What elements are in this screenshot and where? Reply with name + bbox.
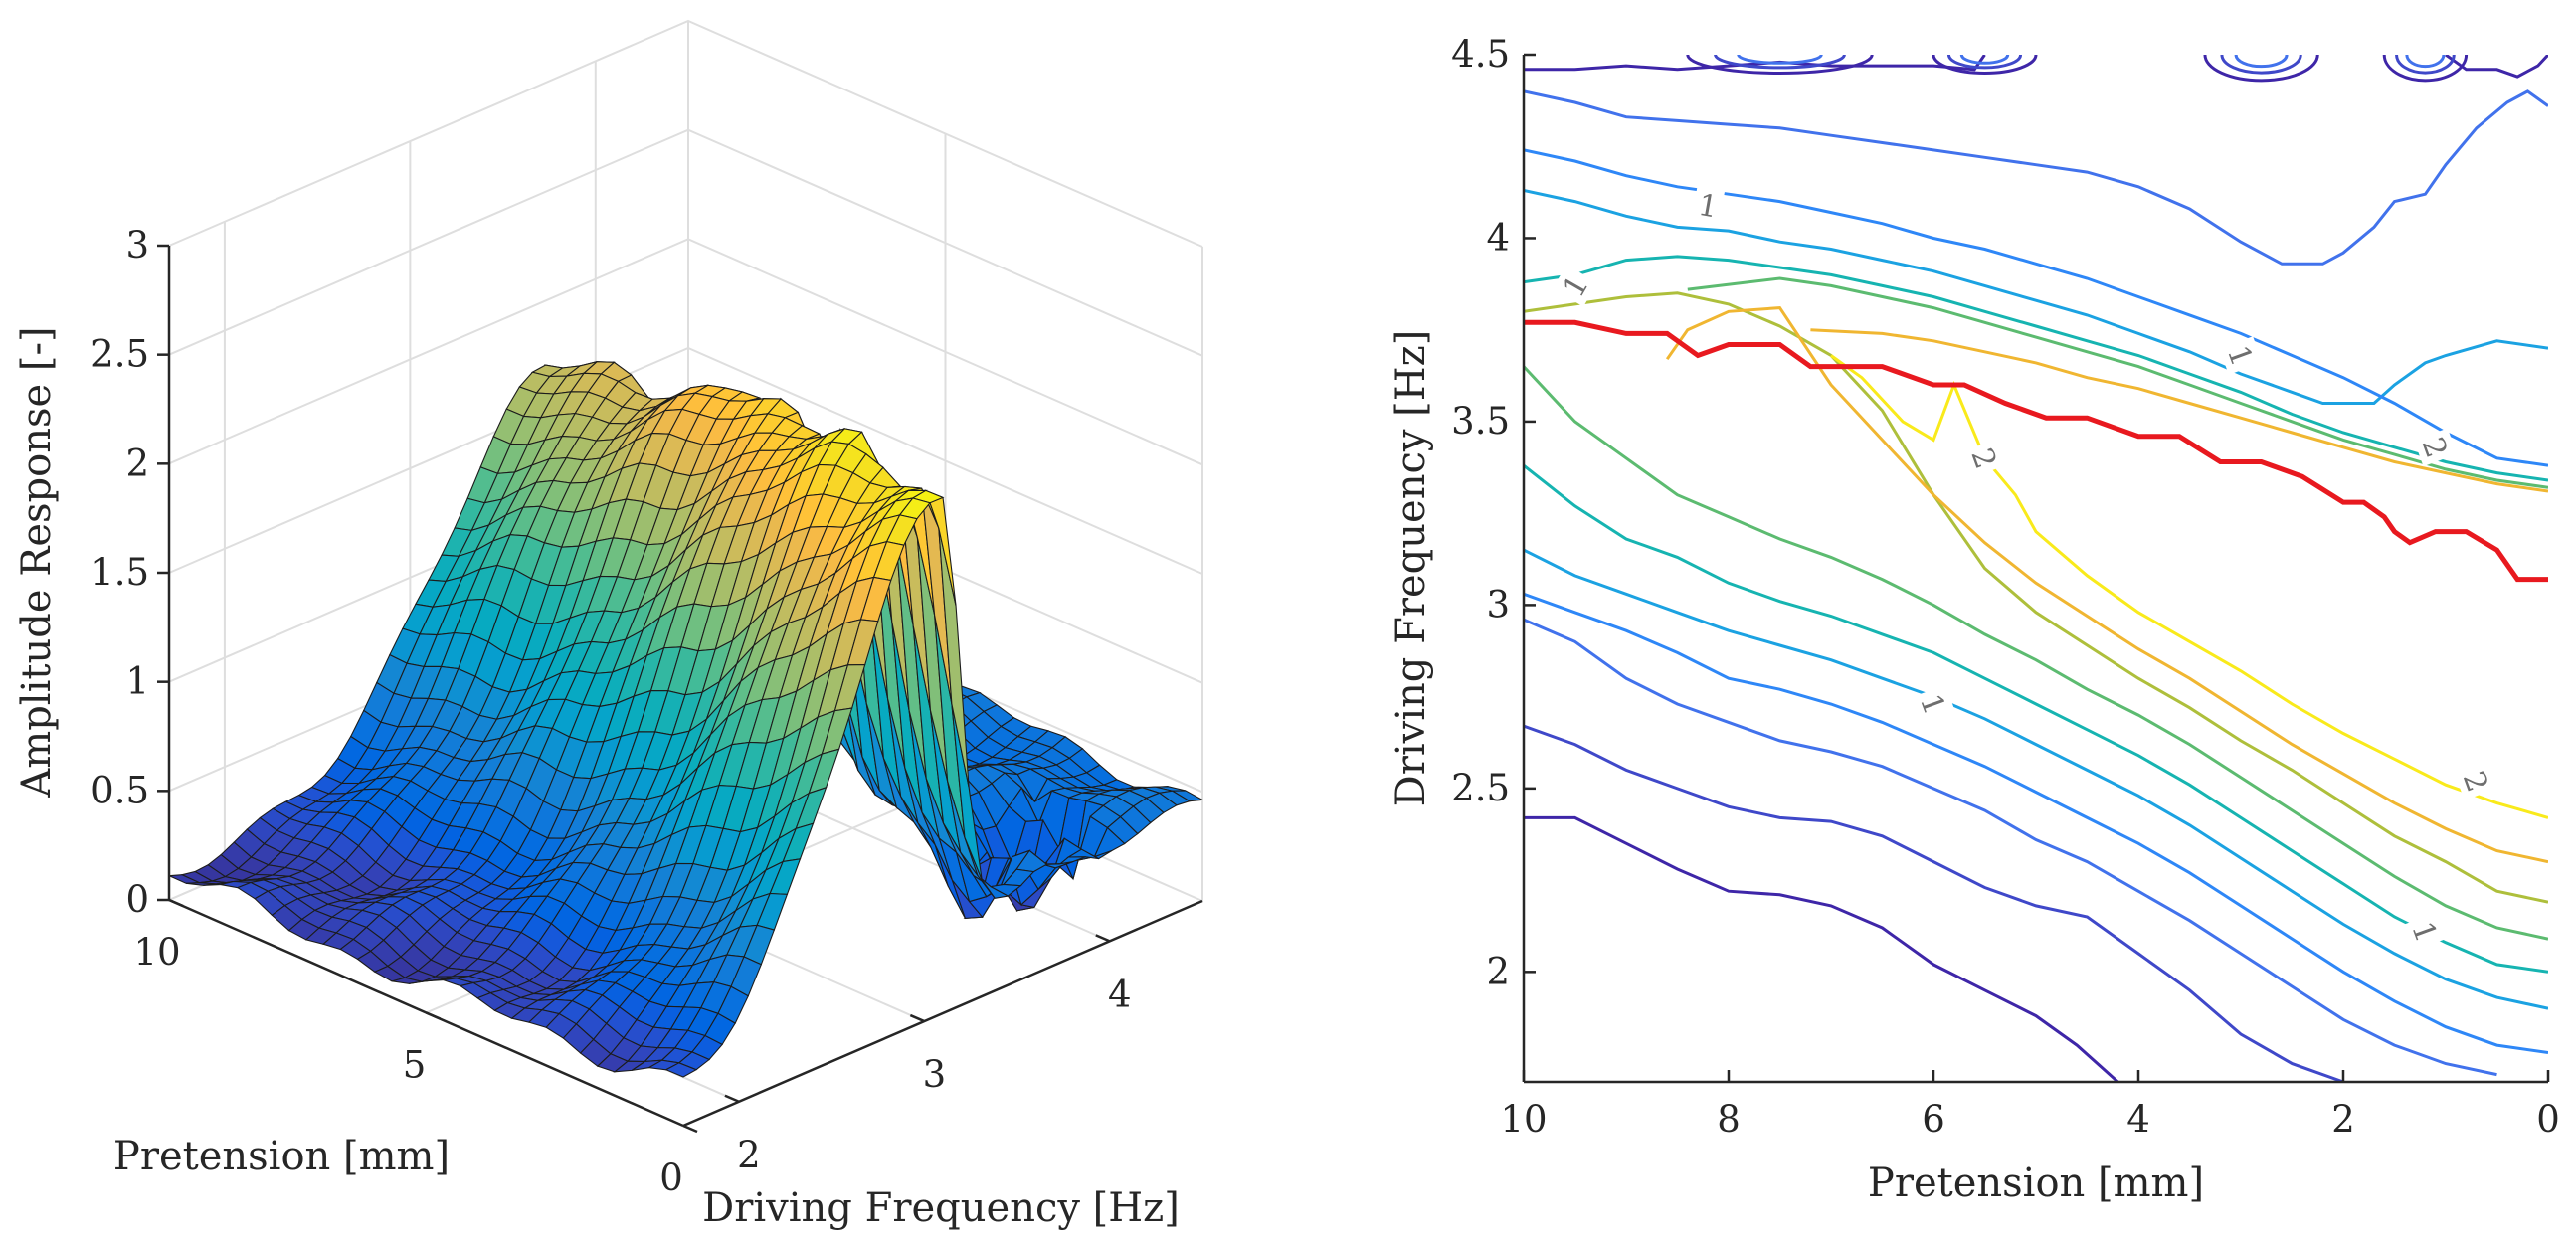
contour-ring [2234,55,2289,69]
contour-ring [1959,55,2010,65]
surface-plot: 0 0.5 1 1.5 2 2.5 3 0 5 10 2 3 4 Amplitude Response [… [14,19,1204,1231]
contour-ring [2405,55,2446,69]
freq-axis-line [682,899,1203,1128]
contour-line [1665,306,2548,864]
contour-label-bg [2219,336,2263,375]
contour-y-label: Driving Frequency [Hz] [1388,330,1434,807]
contour-line [1524,89,2548,266]
z-tick-label: 2.5 [91,333,149,376]
contour-x-tick-label: 2 [2331,1098,2355,1141]
contour-ring [1737,55,1823,65]
contour-ring [1686,55,1874,75]
pretension-tick-label: 5 [403,1044,427,1087]
pretension-tick [168,898,184,908]
z-gridline [168,19,1203,248]
pretension-tick [426,1011,441,1020]
contour-line [1524,291,2548,904]
surface-mesh [168,361,1204,1078]
contour-y-tick-label: 4.5 [1451,33,1510,76]
contour-ring [2220,55,2302,75]
z-axis-label: Amplitude Response [-] [14,326,60,798]
resonance-line [1524,319,2548,583]
freq-tick [1095,934,1111,943]
contour-label-bg [1552,265,1598,307]
contour-label-bg [2455,762,2498,800]
contour-line [1524,548,2548,1010]
contour-label-bg [1691,185,1726,226]
contour-label-bg [2413,428,2458,467]
pretension-tick-label: 0 [659,1156,683,1199]
surface-axes: 0 0.5 1 1.5 2 2.5 3 0 5 10 2 3 4 Amplitude Response [… [14,224,1203,1231]
contour-label-bg [2403,912,2448,952]
contour-axes: 10 8 6 4 2 0 2 2.5 3 3.5 4 4.5 Pretension [mm] Drivin… [1388,33,2560,1206]
contour-y-tick-label: 2 [1486,950,1510,992]
contour-x-tick-label: 0 [2536,1098,2560,1141]
contour-line [1524,255,2548,482]
contour-ring [2382,55,2469,83]
contour-y-tick-label: 3.5 [1451,400,1510,443]
contour-line [1524,592,2548,1054]
contour-label-bg [1912,684,1955,724]
freq-axis-label: Driving Frequency [Hz] [702,1185,1180,1231]
contour-line [1687,276,2548,489]
contour-line [1524,724,2344,1082]
contour-ring [2395,55,2456,75]
contour-line [1830,354,2548,819]
freq-tick [724,1094,740,1103]
surface-patch [664,1062,698,1078]
contour-line [1524,365,2548,941]
contour-line [1524,148,2548,467]
pretension-tick [682,1124,698,1134]
contour-line [1524,189,2548,405]
contour-label-bg [1962,439,2007,478]
contour-x-tick-label: 8 [1717,1098,1741,1141]
contour-line [1810,328,2548,493]
contour-y-tick-label: 4 [1486,216,1510,259]
z-tick-label: 2 [125,442,149,484]
contour-ring [1932,55,2038,75]
freq-tick-label: 2 [737,1134,761,1176]
contour-x-tick-label: 10 [1500,1098,1547,1141]
contour-line [1524,618,2497,1077]
pretension-tick-label: 10 [133,931,180,974]
freq-tick [909,1013,925,1023]
freq-tick-label: 4 [1108,973,1132,1015]
z-gridline [168,128,1203,357]
contour-ring [1714,55,1846,70]
contour-x-label: Pretension [mm] [1868,1160,2204,1206]
contour-line [1524,464,2548,974]
contour-ring [1946,55,2023,70]
freq-tick-label: 3 [923,1053,947,1096]
z-tick-label: 3 [125,224,149,267]
contour-x-tick-label: 4 [2126,1098,2150,1141]
contour-line [1524,815,2119,1082]
z-tick-label: 0 [125,878,149,921]
z-tick-label: 1.5 [91,551,149,594]
contour-x-tick-label: 6 [1922,1098,1945,1141]
contour-y-tick-label: 2.5 [1451,767,1510,809]
z-tick-label: 0.5 [91,769,149,811]
z-tick-label: 1 [125,660,149,703]
contour-y-tick-label: 3 [1486,583,1510,625]
contour-ring [2203,55,2319,83]
pretension-axis-label: Pretension [mm] [113,1134,450,1179]
